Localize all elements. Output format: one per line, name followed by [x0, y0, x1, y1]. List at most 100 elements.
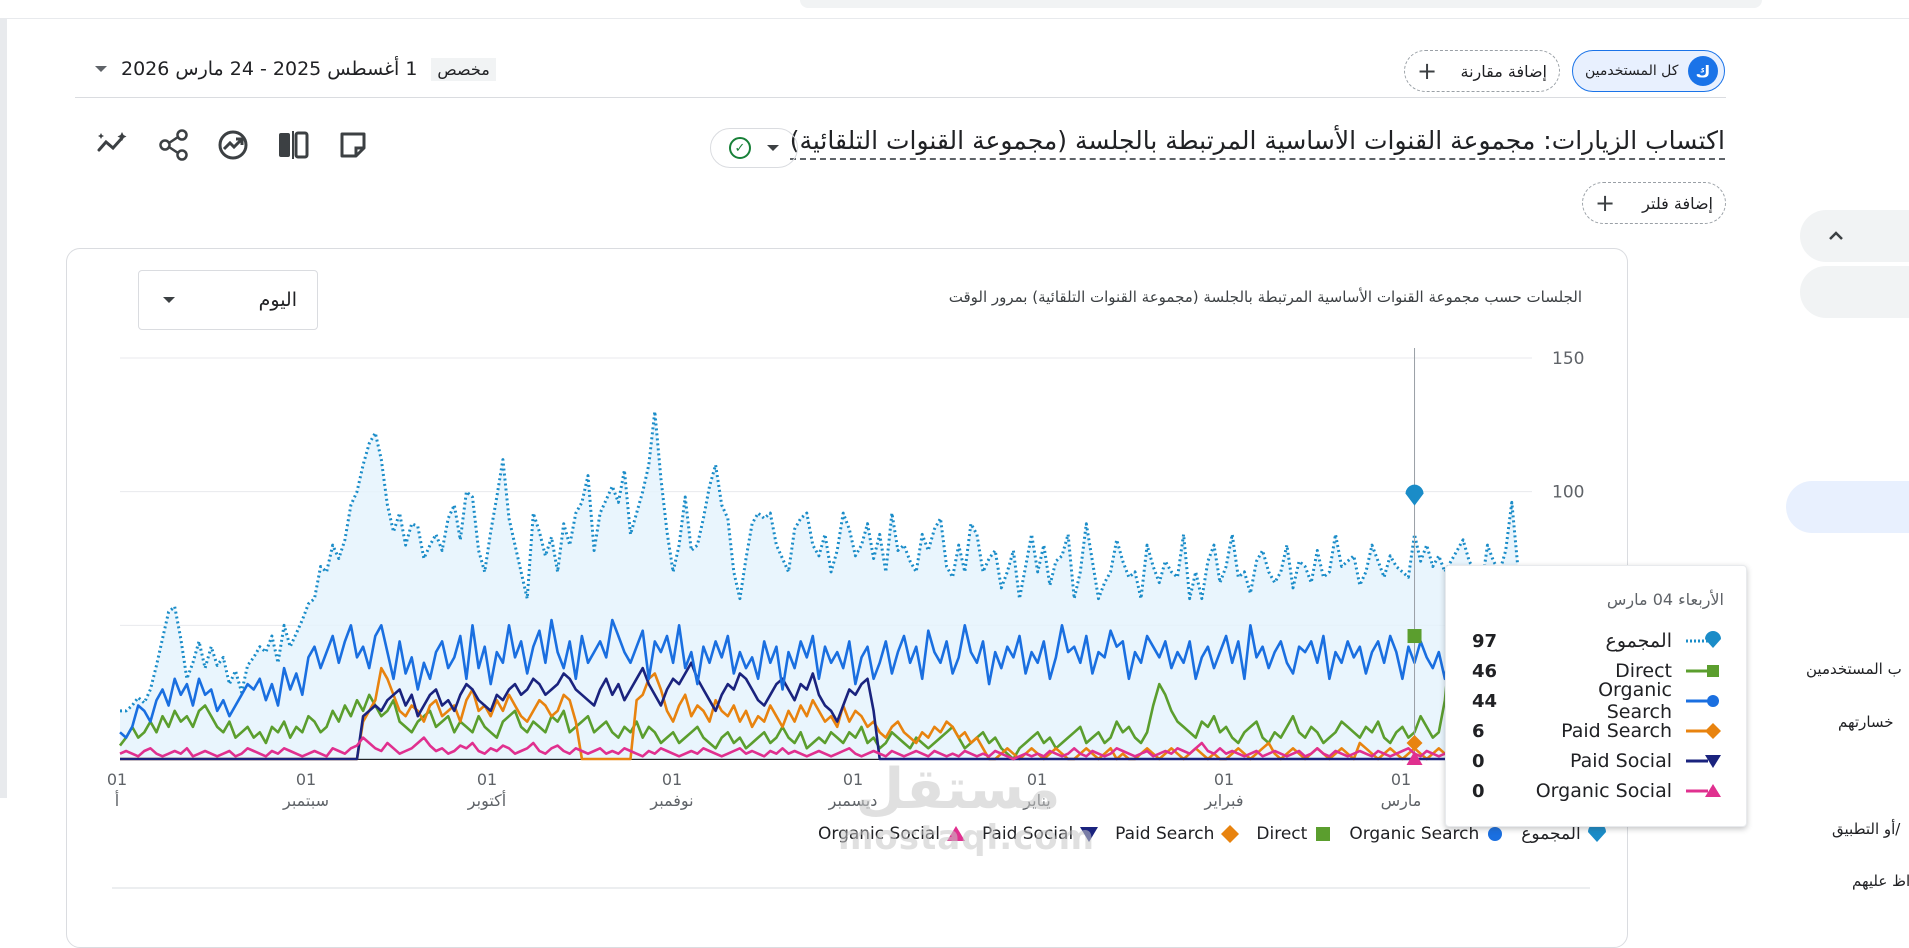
legend-circle-icon: [1488, 827, 1503, 841]
add-comparison-label: إضافة مقارنة: [1460, 61, 1547, 81]
plus-icon: +: [1417, 57, 1438, 85]
x-tick-day: 01: [1214, 770, 1234, 789]
compare-trend-icon[interactable]: [214, 126, 252, 164]
legend-square-icon: [1316, 827, 1331, 841]
legend-item-organic-search[interactable]: Organic Search: [1349, 824, 1505, 844]
granularity-select[interactable]: اليوم: [138, 270, 318, 330]
legend-label: المجموع: [1521, 824, 1581, 844]
tooltip-series-name: Direct: [1615, 660, 1672, 682]
share-icon[interactable]: [155, 126, 193, 164]
series-line-paid-social: [120, 661, 1573, 761]
add-comparison-button[interactable]: + إضافة مقارنة: [1404, 50, 1560, 92]
legend-triangle-down-icon: [1080, 827, 1099, 842]
all-users-chip[interactable]: كل المستخدمين ك: [1572, 50, 1725, 92]
legend-item-paid-social[interactable]: Paid Social: [982, 824, 1099, 844]
x-tick-day: 01: [843, 770, 863, 789]
legend-diamond-icon: [1221, 825, 1240, 843]
series-line-organic-search: [119, 618, 1574, 739]
tooltip-diamond-icon: [1686, 723, 1721, 739]
chart-tooltip: الأربعاء 04 مارس 97 المجموع 46 Direct 44 Orga…: [1445, 565, 1747, 827]
series-line-organic-social: [119, 736, 1537, 761]
tooltip-date: الأربعاء 04 مارس: [1606, 590, 1724, 609]
report-status-dropdown[interactable]: ✓: [710, 128, 798, 168]
total-area: [120, 411, 1530, 759]
x-tick-month: ديسمبر: [828, 791, 878, 811]
left-nav-edge: [0, 18, 7, 798]
tooltip-triangle-up-icon: [1686, 784, 1721, 797]
y-tick-label: 150: [1552, 349, 1584, 369]
legend-item-paid-search[interactable]: Paid Search: [1115, 824, 1240, 844]
tooltip-series-name: Organic Social: [1535, 780, 1672, 802]
legend-label: Organic Search: [1349, 824, 1480, 844]
chart-legend: Organic Social Paid Social Paid Search Dire…: [818, 824, 1607, 844]
plus-icon: +: [1595, 189, 1616, 217]
page-title[interactable]: اكتساب الزيارات: مجموعة القنوات الأساسية…: [789, 126, 1725, 160]
tooltip-row-total: 97 المجموع: [1472, 626, 1724, 656]
collapse-button[interactable]: [1800, 210, 1909, 262]
legend-item-total[interactable]: المجموع: [1521, 824, 1606, 844]
legend-item-organic-social[interactable]: Organic Social: [818, 824, 966, 844]
x-tick-month: مارس: [1381, 791, 1422, 811]
columns-icon[interactable]: [274, 126, 312, 164]
tooltip-value: 0: [1472, 780, 1485, 802]
users-avatar-icon: ك: [1688, 56, 1718, 86]
legend-pin-icon: [1587, 824, 1606, 842]
chart-title: الجلسات حسب مجموعة القنوات الأساسية المر…: [948, 288, 1582, 306]
tooltip-square-icon: [1686, 665, 1719, 677]
check-circle-icon: ✓: [729, 137, 751, 159]
tooltip-value: 0: [1472, 750, 1485, 772]
x-tick-day: 01: [1027, 770, 1047, 789]
side-panel-item-grey[interactable]: [1800, 266, 1909, 318]
legend-item-direct[interactable]: Direct: [1256, 824, 1333, 844]
watermark: مستقل mostaql.com: [838, 757, 1096, 858]
tooltip-triangle-down-icon: [1686, 755, 1721, 768]
note-icon[interactable]: [334, 126, 372, 164]
chevron-down-icon: [163, 297, 175, 303]
side-panel-item-selected[interactable]: [1786, 481, 1909, 533]
series-line-direct: [118, 634, 1586, 761]
side-item-churn[interactable]: خسارتهم: [1838, 713, 1894, 731]
tooltip-row-direct: 46 Direct: [1472, 656, 1724, 686]
x-tick-month: سبتمبر: [282, 791, 329, 811]
tooltip-circle-icon: [1686, 695, 1719, 707]
tooltip-series-name: Organic Search: [1598, 679, 1672, 723]
top-search-bar-edge: [800, 0, 1762, 8]
hover-marker-paid-search: [1406, 734, 1423, 751]
watermark-arabic: مستقل: [855, 757, 1061, 822]
chevron-down-icon: [95, 66, 107, 72]
date-custom-label: مخصص: [431, 57, 496, 81]
chevron-down-icon: [767, 145, 779, 151]
side-item-users[interactable]: ب المستخدمين: [1806, 660, 1902, 678]
x-tick-month: أكتوبر: [467, 790, 506, 811]
watermark-latin: mostaql.com: [838, 818, 1096, 858]
x-tick-month: يناير: [1022, 791, 1050, 811]
tooltip-value: 44: [1472, 690, 1498, 712]
sessions-line-chart[interactable]: 15010050001أ01سبتمبر01أكتوبر01نوفمبر01دي…: [0, 0, 1909, 896]
chevron-up-icon: [1829, 231, 1843, 240]
date-range-picker[interactable]: 1 أغسطس 2025 - 24 مارس 2026 مخصص: [95, 52, 496, 86]
hover-marker-direct: [1407, 629, 1422, 644]
tooltip-value: 46: [1472, 660, 1498, 682]
tooltip-row-paid-search: 6 Paid Search: [1472, 716, 1724, 746]
x-tick-day: 01: [107, 770, 127, 789]
legend-label: Paid Search: [1115, 824, 1215, 844]
x-tick-day: 01: [477, 770, 497, 789]
y-tick-label: 100: [1552, 483, 1584, 503]
series-line-total: [120, 410, 1531, 713]
x-tick-day: 01: [1391, 770, 1411, 789]
x-tick-month: نوفمبر: [649, 791, 693, 811]
hover-marker-total: [1405, 484, 1424, 506]
tooltip-value: 97: [1472, 630, 1498, 652]
granularity-label: اليوم: [258, 289, 297, 311]
hover-marker-organic-social: [1406, 751, 1423, 765]
date-range-text: 1 أغسطس 2025 - 24 مارس 2026: [121, 58, 418, 80]
tooltip-pin-icon: [1686, 631, 1721, 648]
tooltip-row-paid-social: 0 Paid Social: [1472, 746, 1724, 776]
x-tick-month: فبراير: [1203, 791, 1243, 811]
add-filter-button[interactable]: + إضافة فلتر: [1582, 182, 1726, 224]
side-item-retention[interactable]: اظ عليهم: [1852, 872, 1909, 890]
tooltip-series-name: Paid Search: [1561, 720, 1672, 742]
tooltip-row-organic-search: 44 Organic Search: [1472, 679, 1724, 723]
side-item-app[interactable]: /أو التطبيق: [1832, 820, 1901, 838]
insights-icon[interactable]: [94, 126, 132, 164]
